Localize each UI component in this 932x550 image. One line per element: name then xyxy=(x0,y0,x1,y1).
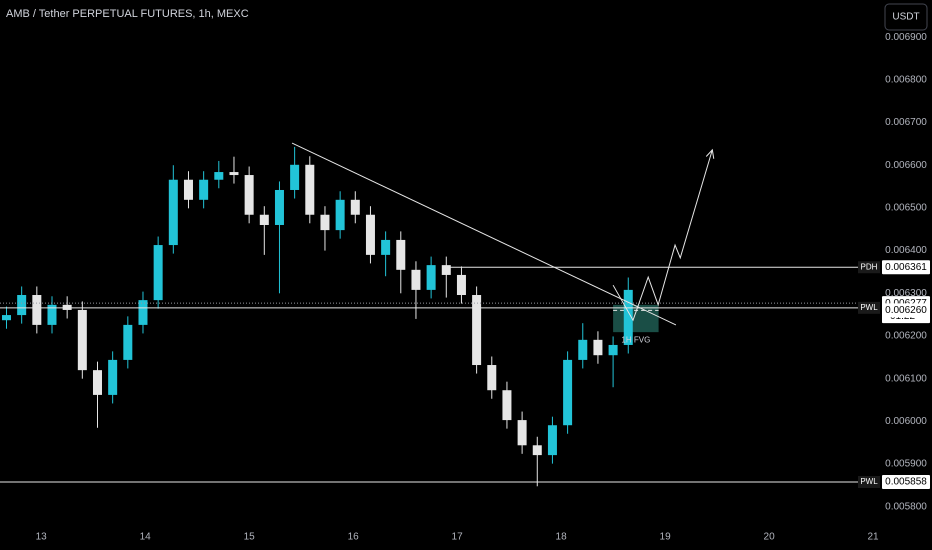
level-price-tag xyxy=(882,260,930,275)
x-tick-label: 13 xyxy=(36,532,48,543)
candle-body xyxy=(426,265,436,290)
candle-body xyxy=(214,172,224,180)
candle-body xyxy=(229,172,239,176)
trend-line xyxy=(291,142,677,326)
candle-body xyxy=(487,365,497,391)
candle-body xyxy=(32,295,42,325)
y-tick-label: 0.006500 xyxy=(885,203,927,214)
candle-body xyxy=(472,295,482,366)
candle-body xyxy=(320,214,330,231)
candle-body xyxy=(411,269,421,290)
candle-body xyxy=(138,300,148,325)
x-tick-label: 20 xyxy=(764,532,776,543)
candle-body xyxy=(578,339,588,360)
candle-body xyxy=(335,199,345,231)
candle-body xyxy=(17,295,27,316)
candle-body xyxy=(153,245,163,301)
candle-body xyxy=(244,175,254,215)
candle-body xyxy=(502,390,512,421)
x-tick-label: 14 xyxy=(140,532,152,543)
candle-body xyxy=(532,445,542,456)
candle-body xyxy=(305,164,315,215)
candle-body xyxy=(123,324,133,360)
level-name: PDH xyxy=(861,262,878,271)
candle-body xyxy=(365,214,375,255)
y-tick-label: 0.006000 xyxy=(885,416,927,427)
level-name: PWL xyxy=(860,303,878,312)
candle-body xyxy=(563,359,573,426)
candle-body xyxy=(274,189,284,225)
arrow-head xyxy=(705,148,715,159)
y-tick-label: 0.005900 xyxy=(885,459,927,470)
level-name-tag xyxy=(858,261,880,274)
currency-button[interactable] xyxy=(884,3,928,31)
candle-body xyxy=(168,179,178,246)
candle-body xyxy=(199,179,209,200)
fvg-price-tag xyxy=(882,303,930,318)
x-tick-label: 18 xyxy=(556,532,568,543)
fvg-box xyxy=(613,304,659,333)
level-price: 0.005858 xyxy=(885,477,927,488)
level-name-tag xyxy=(858,301,880,314)
level-name-tag xyxy=(858,476,880,489)
candle-body xyxy=(77,309,87,371)
candle-body xyxy=(92,370,102,395)
candle-body xyxy=(623,289,633,345)
candle-body xyxy=(350,199,360,215)
y-tick-label: 0.006400 xyxy=(885,245,927,256)
candle-body xyxy=(183,179,193,200)
fvg-price: 0.006260 xyxy=(885,305,927,316)
x-tick-label: 19 xyxy=(660,532,672,543)
candle-body xyxy=(396,239,406,270)
candle-body xyxy=(1,315,11,321)
x-tick-label: 17 xyxy=(452,532,464,543)
candle-body xyxy=(517,420,527,446)
y-tick-label: 0.006700 xyxy=(885,117,927,128)
y-tick-label: 0.006600 xyxy=(885,160,927,171)
y-tick-label: 0.006300 xyxy=(885,288,927,299)
plot-area xyxy=(0,142,880,487)
y-tick-label: 0.006200 xyxy=(885,331,927,342)
currency-label[interactable]: USDT xyxy=(892,12,919,23)
candle-body xyxy=(547,425,557,456)
candle-body xyxy=(456,274,466,296)
candle-body xyxy=(608,344,618,356)
candle-body xyxy=(259,214,269,225)
y-tick-label: 0.006900 xyxy=(885,32,927,43)
y-tick-label: 0.005800 xyxy=(885,501,927,512)
candle-body xyxy=(47,304,57,325)
x-tick-label: 21 xyxy=(868,532,880,543)
current-price: 0.006277 xyxy=(885,298,927,309)
candle-body xyxy=(290,164,300,190)
level-price: 0.006361 xyxy=(885,262,927,273)
candle-body xyxy=(441,265,451,275)
x-tick-label: 16 xyxy=(348,532,360,543)
x-tick-label: 15 xyxy=(244,532,256,543)
level-price-tag xyxy=(882,475,930,490)
y-tick-label: 0.006800 xyxy=(885,74,927,85)
candle-body xyxy=(593,339,603,356)
chart-title: AMB / Tether PERPETUAL FUTURES, 1h, MEXC xyxy=(6,8,249,20)
level-name: PWL xyxy=(860,477,878,486)
y-tick-label: 0.006100 xyxy=(885,373,927,384)
fvg-label: 1H FVG xyxy=(621,335,650,344)
projection-path xyxy=(612,149,713,322)
candle-body xyxy=(381,239,391,255)
candle-body xyxy=(108,359,118,395)
